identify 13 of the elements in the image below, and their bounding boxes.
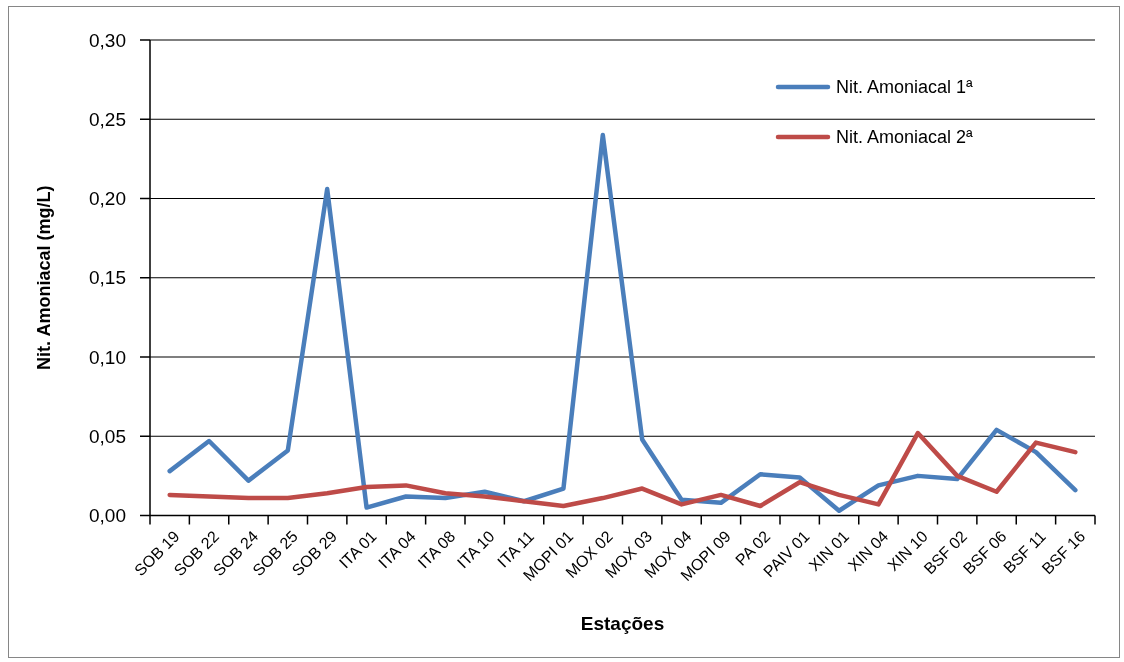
y-tick-label: 0,10 xyxy=(89,346,126,368)
line-series xyxy=(167,132,1078,513)
y-axis-title: Nit. Amoniacal (mg/L) xyxy=(34,185,54,370)
legend-label: Nit. Amoniacal 2ª xyxy=(836,127,974,148)
y-tick-label: 0,05 xyxy=(89,425,126,447)
line-series xyxy=(167,430,1078,509)
y-tick-label: 0,00 xyxy=(89,505,126,527)
y-tick-label: 0,25 xyxy=(89,108,126,130)
y-tick-label: 0,20 xyxy=(89,188,126,210)
y-tick-label: 0,30 xyxy=(89,29,126,51)
legend-label: Nit. Amoniacal 1ª xyxy=(836,77,974,98)
y-tick-label: 0,15 xyxy=(89,267,126,289)
x-axis-title: Estações xyxy=(580,613,665,634)
